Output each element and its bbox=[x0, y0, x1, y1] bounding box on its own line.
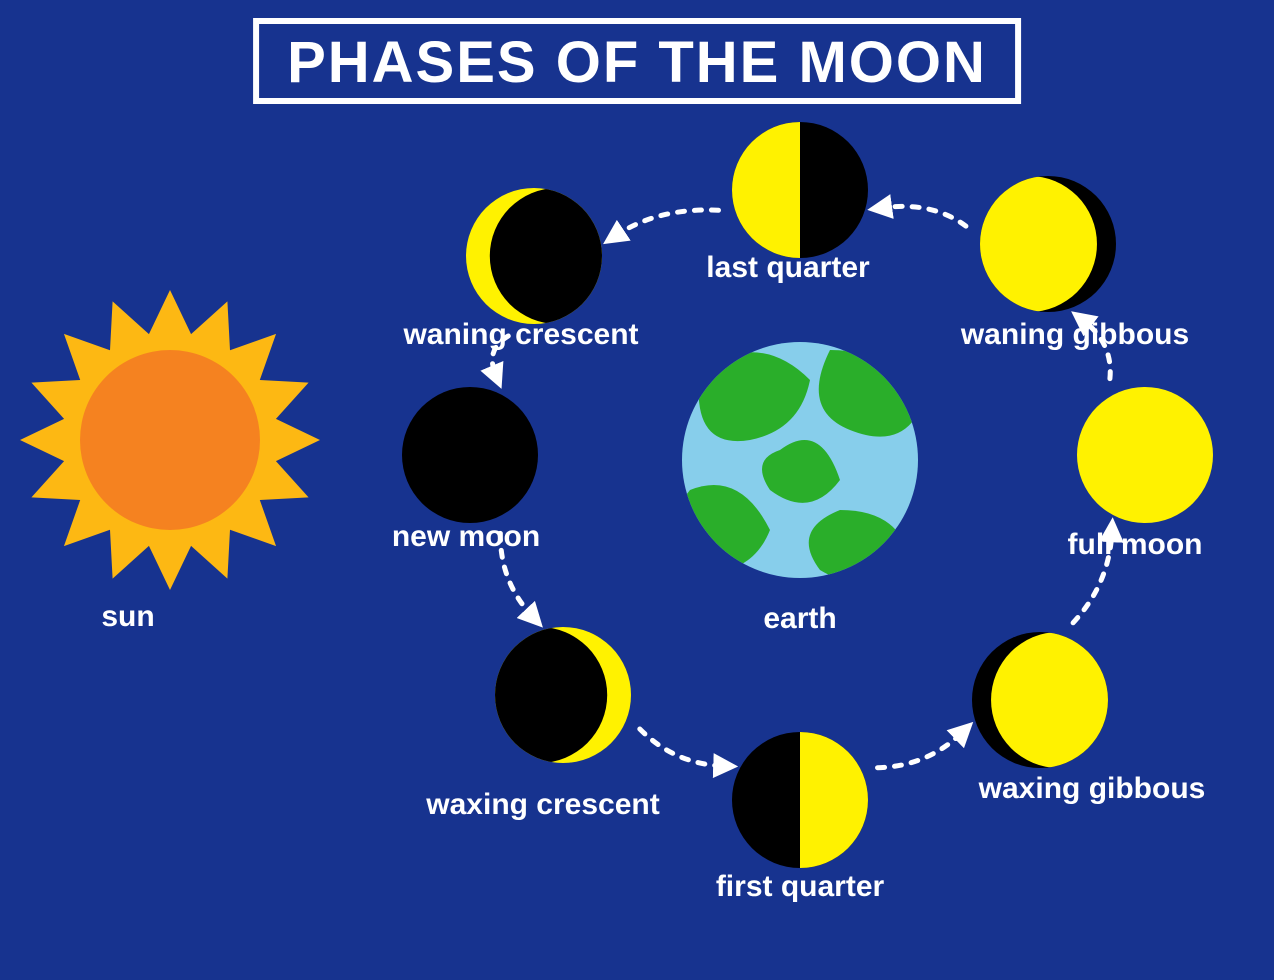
moon-phase-waxing-crescent bbox=[471, 627, 631, 763]
earth-label: earth bbox=[763, 602, 836, 636]
phase-label-waning-crescent: waning crescent bbox=[403, 318, 638, 352]
orbit-arrow bbox=[878, 732, 963, 767]
phase-label-new: new moon bbox=[392, 520, 540, 554]
phase-label-waxing-gibbous: waxing gibbous bbox=[979, 772, 1206, 806]
diagram-svg bbox=[0, 0, 1274, 980]
sun-label: sun bbox=[101, 600, 154, 634]
phase-label-first-quarter: first quarter bbox=[716, 870, 884, 904]
earth-icon bbox=[670, 342, 920, 583]
phase-label-full: full moon bbox=[1068, 528, 1203, 562]
phase-label-last-quarter: last quarter bbox=[706, 251, 869, 285]
moon-phase-full bbox=[1077, 387, 1213, 523]
phase-label-waning-gibbous: waning gibbous bbox=[961, 318, 1189, 352]
moon-phase-waning-crescent bbox=[466, 188, 626, 324]
orbit-arrow bbox=[882, 206, 966, 226]
orbit-arrow bbox=[640, 729, 723, 766]
moon-phase-first-quarter bbox=[732, 732, 868, 868]
moon-phase-waxing-gibbous bbox=[972, 632, 1127, 768]
orbit-arrow bbox=[616, 210, 719, 236]
sun-icon bbox=[20, 290, 320, 590]
moon-phase-waning-gibbous bbox=[961, 176, 1116, 312]
moon-phase-new bbox=[402, 387, 538, 523]
moon-phase-last-quarter bbox=[732, 122, 868, 258]
phase-label-waxing-crescent: waxing crescent bbox=[426, 788, 659, 822]
